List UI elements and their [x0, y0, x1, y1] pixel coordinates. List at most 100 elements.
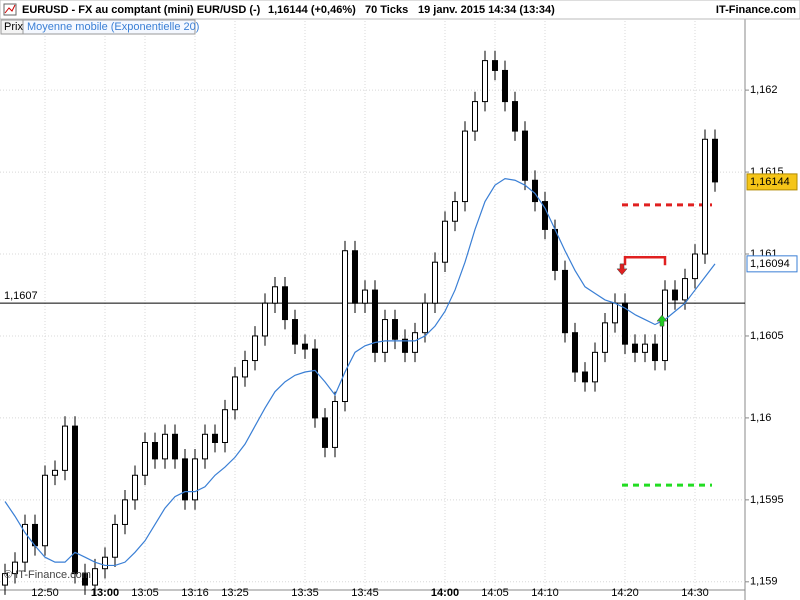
header-ticks: 70 Ticks	[365, 4, 408, 16]
candle-body	[642, 343, 648, 353]
candle-body	[412, 332, 418, 353]
candle-body	[442, 220, 448, 263]
candle-body	[552, 228, 558, 271]
candle-body	[462, 130, 468, 203]
candle-body	[252, 335, 258, 362]
x-tick-label: 14:20	[611, 587, 639, 599]
reference-label: 1,1607	[4, 290, 38, 302]
candle-body	[122, 499, 128, 525]
candle-body	[62, 425, 68, 471]
candle-body	[332, 401, 338, 448]
candle-body	[482, 60, 488, 103]
candle-body	[382, 319, 388, 353]
candle-body	[302, 343, 308, 350]
y-tick-label: 1,16	[750, 412, 771, 424]
candle-body	[132, 474, 138, 501]
header-brand: IT-Finance.com	[716, 4, 796, 16]
candle-body	[42, 474, 48, 547]
x-tick-label: 13:05	[131, 587, 159, 599]
price-tag-label: 1,16094	[750, 258, 790, 270]
price-tag-label: 1,16144	[750, 176, 790, 188]
candle-body	[292, 319, 298, 345]
candle-body	[182, 458, 188, 501]
watermark: © IT-Finance.com	[4, 569, 91, 581]
candle-body	[542, 201, 548, 230]
candle-body	[22, 523, 28, 563]
x-tick-label: 13:35	[291, 587, 319, 599]
candle-body	[2, 573, 8, 586]
candle-body	[202, 433, 208, 460]
candle-body	[232, 376, 238, 411]
x-tick-label: 14:30	[681, 587, 709, 599]
candle-body	[312, 348, 318, 419]
candle-body	[142, 441, 148, 476]
y-tick-label: 1,159	[750, 576, 778, 588]
candle-body	[82, 573, 88, 586]
candle-body	[392, 319, 398, 340]
candle-body	[452, 201, 458, 222]
candle-body	[212, 433, 218, 443]
candle-body	[572, 332, 578, 373]
x-tick-label: 14:10	[531, 587, 559, 599]
candle-body	[362, 289, 368, 304]
signal-arrow	[656, 314, 668, 327]
candle-body	[222, 409, 228, 443]
candle-body	[262, 302, 268, 337]
candle-body	[402, 338, 408, 353]
candle-body	[12, 561, 18, 575]
candle-body	[672, 289, 678, 301]
candle-body	[92, 568, 98, 586]
ma-line	[4, 177, 716, 567]
candle-body	[592, 351, 598, 383]
candle-body	[632, 343, 638, 353]
candle-body	[682, 278, 688, 301]
candle-body	[272, 286, 278, 304]
candle-body	[102, 556, 108, 570]
signal-arrow	[616, 263, 628, 276]
x-tick-label: 13:45	[351, 587, 379, 599]
x-tick-label: 13:25	[221, 587, 249, 599]
candle-body	[692, 253, 698, 280]
header-bar	[0, 0, 800, 20]
candle-body	[172, 433, 178, 460]
candle-body	[502, 69, 508, 103]
candle-body	[342, 250, 348, 403]
legend-price: Prix	[4, 21, 23, 33]
candle-body	[322, 417, 328, 448]
y-tick-label: 1,162	[750, 84, 778, 96]
candle-body	[52, 469, 58, 476]
y-tick-label: 1,1595	[750, 494, 784, 506]
header-quote: 1,16144 (+0,46%)	[268, 4, 356, 16]
candle-body	[192, 458, 198, 501]
candle-body	[522, 130, 528, 181]
signal-bracket	[623, 256, 667, 266]
candle-body	[112, 523, 118, 558]
candle-body	[582, 371, 588, 383]
candle-body	[282, 286, 288, 321]
header-title: EURUSD - FX au comptant (mini) EUR/USD (…	[22, 4, 261, 16]
price-tag	[746, 255, 798, 273]
header-icon	[3, 3, 17, 16]
candle-body	[602, 322, 608, 353]
x-tick-label: 14:05	[481, 587, 509, 599]
candle-body	[652, 343, 658, 362]
candle-body	[532, 179, 538, 203]
candle-body	[72, 425, 78, 575]
legend-box	[22, 19, 196, 35]
candle-body	[512, 101, 518, 132]
x-tick-label: 13:00	[91, 587, 119, 599]
header-datetime: 19 janv. 2015 14:34 (13:34)	[418, 4, 555, 16]
candle-body	[472, 101, 478, 132]
candle-body	[152, 441, 158, 460]
candle-body	[562, 269, 568, 334]
x-tick-label: 12:50	[31, 587, 59, 599]
candle-body	[432, 261, 438, 304]
candle-body	[492, 60, 498, 71]
candle-body	[702, 138, 708, 255]
candle-body	[612, 302, 618, 324]
candle-body	[372, 289, 378, 353]
plot: 1,1591,15951,161,16051,1611,16151,16212:…	[0, 18, 798, 600]
candle-body	[712, 138, 718, 183]
x-tick-label: 14:00	[431, 587, 459, 599]
